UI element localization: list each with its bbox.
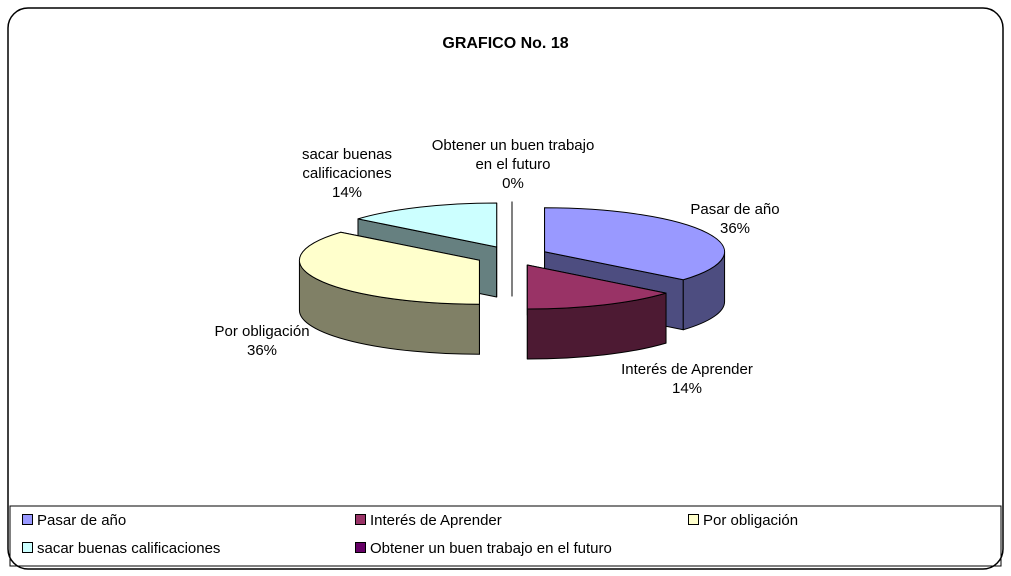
data-label: Por obligación 36% — [187, 322, 337, 360]
legend-label: Obtener un buen trabajo en el futuro — [370, 540, 612, 557]
data-label-name: Por obligación — [214, 323, 310, 340]
legend-swatch — [688, 514, 699, 525]
chart-frame — [7, 7, 1004, 570]
slice-top — [298, 231, 480, 305]
legend-entry: Interés de Aprender — [355, 512, 502, 530]
legend-entry: Obtener un buen trabajo en el futuro — [355, 540, 612, 558]
legend-label: sacar buenas calificaciones — [37, 540, 221, 557]
legend-entry: sacar buenas calificaciones — [22, 540, 220, 558]
data-label-name: Obtener un buen trabajo en el futuro — [431, 137, 595, 173]
data-label: sacar buenas calificaciones 14% — [292, 145, 402, 202]
legend-entry: Por obligación — [688, 512, 798, 530]
data-label-value: 36% — [719, 220, 751, 237]
data-label: Pasar de año 36% — [650, 200, 820, 238]
slice-top — [357, 202, 498, 248]
legend-swatch — [22, 514, 33, 525]
legend-label: Por obligación — [703, 512, 799, 529]
slice-top — [526, 264, 667, 310]
chart-title: GRAFICO No. 18 — [442, 35, 569, 52]
data-label-value: 14% — [331, 184, 363, 201]
data-label-name: Pasar de año — [690, 201, 780, 218]
legend-box — [9, 505, 1002, 567]
slice-top — [544, 207, 726, 281]
data-label-value: 14% — [671, 380, 703, 397]
legend-swatch — [22, 542, 33, 553]
legend-label: Pasar de año — [37, 512, 127, 529]
data-label-name: sacar buenas calificaciones — [301, 146, 393, 182]
data-label: Obtener un buen trabajo en el futuro 0% — [423, 136, 603, 193]
legend-label: Interés de Aprender — [370, 512, 502, 529]
data-label-value: 36% — [246, 342, 278, 359]
legend-swatch — [355, 514, 366, 525]
legend-entry: Pasar de año — [22, 512, 126, 530]
legend-swatch — [355, 542, 366, 553]
data-label-name: Interés de Aprender — [621, 361, 753, 378]
data-label: Interés de Aprender 14% — [592, 360, 782, 398]
data-label-value: 0% — [502, 175, 524, 192]
